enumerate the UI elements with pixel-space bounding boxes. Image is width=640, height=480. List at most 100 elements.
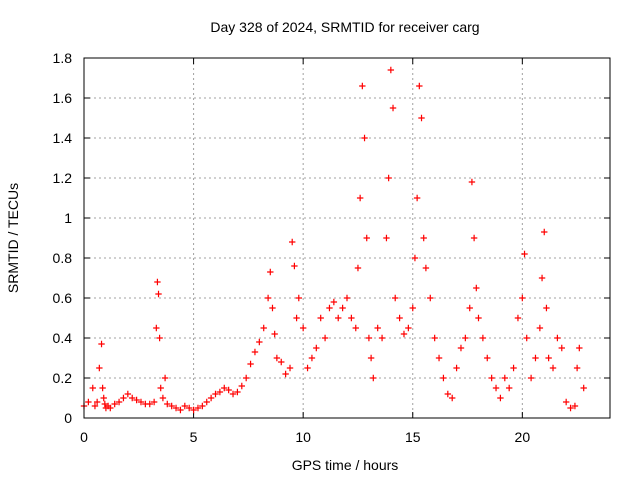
data-point [492,384,500,392]
data-point [416,82,423,90]
data-point [177,406,184,414]
data-point [186,404,193,412]
data-point [107,404,114,412]
data-point [199,402,206,410]
data-point [466,304,473,312]
data-point [98,340,105,348]
data-point [363,234,370,242]
data-point [269,304,276,312]
data-point [409,304,416,312]
data-point [405,324,412,332]
data-point [216,388,224,396]
data-point [549,364,557,372]
data-point [514,314,522,322]
data-point [523,334,530,342]
data-point [234,388,241,396]
data-point [497,394,504,402]
data-point [85,398,92,406]
data-point [156,334,163,342]
data-point [159,394,167,402]
x-tick-label: 20 [515,429,531,445]
data-point [580,384,587,392]
data-point [378,334,386,342]
data-point [348,314,355,322]
data-point [365,334,373,342]
data-point [251,348,259,356]
data-point [440,374,447,382]
data-point [387,66,395,74]
data-point [335,314,342,322]
data-point [313,344,320,352]
data-point [278,358,285,366]
data-point [181,402,189,410]
y-tick-label: 1.4 [53,130,73,146]
data-point [137,398,145,406]
data-point [282,370,289,378]
data-point [385,174,392,182]
y-tick-label: 0.4 [53,330,73,346]
x-tick-label: 15 [405,429,421,445]
data-point [470,234,478,242]
data-point [462,334,469,342]
data-point [89,384,96,392]
data-point [190,406,197,414]
data-point [571,402,579,410]
data-point [558,344,565,352]
data-point [484,354,491,362]
grid-lines [84,58,610,418]
data-point [543,304,550,312]
data-point [427,294,434,302]
data-point [99,384,106,392]
y-tick-label: 1.8 [53,50,73,66]
data-point [153,324,160,332]
data-point [505,384,513,392]
data-point [229,390,237,398]
data-point [567,404,574,412]
data-point [389,104,397,112]
data-point [453,364,460,372]
data-point [150,398,158,406]
data-point [449,394,456,402]
data-point [247,360,254,368]
y-tick-labels: 0 0.2 0.4 0.6 0.8 1 1.2 1.4 1.6 1.8 [53,50,73,426]
data-point [93,398,101,406]
data-point [479,334,487,342]
x-axis-label: GPS time / hours [292,457,399,473]
y-tick-label: 0.8 [53,250,73,266]
data-point [538,274,546,282]
x-tick-labels: 0 5 10 15 20 [80,429,530,445]
data-point [400,330,408,338]
data-point [396,314,403,322]
data-point [374,324,381,332]
data-point [286,364,294,372]
data-point [422,264,430,272]
data-point [521,250,528,258]
y-tick-label: 0 [64,410,72,426]
data-point [554,334,561,342]
x-tick-label: 0 [80,429,88,445]
data-point [203,398,210,406]
data-point [273,354,281,362]
data-point [260,324,267,332]
data-point [207,394,215,402]
data-point [157,384,164,392]
data-point [291,262,298,270]
data-point [418,114,425,122]
data-points [80,66,587,414]
data-point [154,278,161,286]
data-point [321,334,329,342]
data-point [242,374,250,382]
data-point [488,374,495,382]
data-point [161,374,169,382]
data-point [473,284,480,292]
data-point [330,298,338,306]
data-point [541,228,548,236]
data-point [111,400,118,408]
data-point [370,374,377,382]
data-point [155,290,162,298]
data-point [392,294,399,302]
data-point [120,394,127,402]
data-point [172,404,180,412]
data-point [100,394,107,402]
x-tick-label: 10 [295,429,311,445]
